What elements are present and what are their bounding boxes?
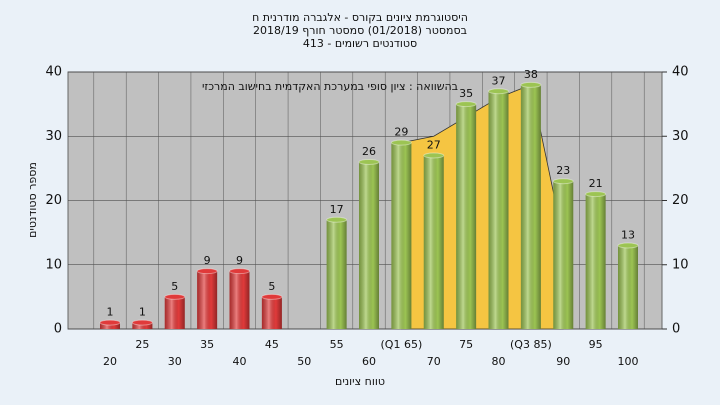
bar-cap	[390, 139, 412, 146]
value-label: 1	[107, 306, 114, 319]
bar-cap	[229, 268, 250, 275]
value-label: 26	[362, 145, 376, 158]
bar-cap	[131, 319, 153, 326]
bar-cap	[164, 293, 186, 300]
x-tick-label: 95	[589, 338, 603, 351]
bar-shine	[391, 142, 412, 329]
bar-cap	[423, 152, 445, 159]
value-label: 5	[171, 280, 178, 293]
y-tick-label: 10	[45, 257, 62, 272]
bar-shine	[197, 271, 218, 329]
bar-cap	[326, 216, 348, 223]
bar-shine	[553, 181, 574, 329]
marks: 1 1 5 9 9 5 17 26 29 27 35 37 38 23 21 13	[99, 68, 639, 330]
value-label: 5	[268, 280, 275, 293]
bar-shine	[618, 245, 638, 329]
y2-tick-label: 0	[672, 322, 680, 337]
y-tick-label: 30	[45, 129, 62, 144]
x-tick-label: 30	[168, 355, 182, 368]
bar-cap	[196, 268, 218, 275]
chart-title: היסטוגרמת ציונים בקורס - אלגברה מודרנית …	[252, 11, 468, 24]
value-label: 1	[139, 306, 146, 319]
bar-shine	[585, 194, 606, 329]
y-tick-label: 40	[45, 65, 62, 80]
x-tick-label: (Q1 65)	[381, 338, 423, 351]
bar-shine	[326, 219, 347, 329]
x-tick-label: 75	[459, 338, 473, 351]
y-tick-label: 20	[45, 193, 62, 208]
x-tick-label: 50	[297, 355, 311, 368]
value-label: 27	[427, 139, 441, 152]
x-tick-label: 70	[427, 355, 441, 368]
bar-shine	[100, 322, 120, 329]
y2-tick-label: 20	[672, 193, 689, 208]
value-label: 37	[492, 74, 506, 87]
chart-subtitle: בסמסטר (01/2018) סמסטר חורף 2018/19	[253, 24, 467, 37]
y2-tick-label: 30	[672, 129, 689, 144]
bar-shine	[423, 155, 444, 329]
value-label: 29	[394, 126, 408, 139]
y-tick-label: 0	[54, 322, 62, 337]
bar-cap	[261, 293, 283, 300]
bar-shine	[456, 104, 477, 329]
annotation: בהשוואה : ציון סופי במערכת האקדמית בחישו…	[202, 80, 458, 93]
bar-shine	[132, 322, 153, 329]
bar-cap	[99, 319, 121, 326]
bar-shine	[164, 296, 185, 329]
x-tick-label: 90	[556, 355, 570, 368]
value-label: 38	[524, 68, 538, 81]
y2-tick-label: 40	[672, 65, 689, 80]
x-tick-label: 60	[362, 355, 376, 368]
y2-tick-label: 10	[672, 257, 689, 272]
x-tick-label: 25	[135, 338, 149, 351]
x-tick-label: 35	[200, 338, 214, 351]
value-label: 23	[556, 164, 570, 177]
bar-cap	[455, 101, 477, 108]
bar-cap	[617, 242, 639, 249]
x-tick-label: 20	[103, 355, 117, 368]
y-axis-label: מספר סטודנטים	[26, 162, 39, 238]
bar-cap	[585, 191, 607, 198]
value-label: 35	[459, 87, 473, 100]
bar-cap	[552, 178, 574, 185]
value-label: 13	[621, 228, 635, 241]
x-axis-label: טווח ציונים	[335, 375, 385, 388]
x-tick-label: 45	[265, 338, 279, 351]
bar-cap	[520, 81, 542, 88]
bar-cap	[488, 88, 509, 95]
value-label: 17	[330, 203, 344, 216]
bar-shine	[520, 84, 541, 329]
bar-shine	[359, 161, 379, 329]
bar-shine	[229, 271, 250, 329]
x-tick-label: 100	[618, 355, 639, 368]
x-tick-label: 80	[492, 355, 506, 368]
x-tick-label: 40	[233, 355, 247, 368]
value-label: 21	[589, 177, 603, 190]
value-label: 9	[236, 254, 243, 267]
bar-shine	[261, 296, 282, 329]
bar-cap	[358, 158, 380, 165]
value-label: 9	[204, 254, 211, 267]
x-tick-label: (Q3 85)	[510, 338, 552, 351]
chart-subtitle: סטודנטים רשומים - 413	[303, 37, 417, 50]
x-tick-label: 55	[330, 338, 344, 351]
bar-shine	[488, 91, 509, 330]
